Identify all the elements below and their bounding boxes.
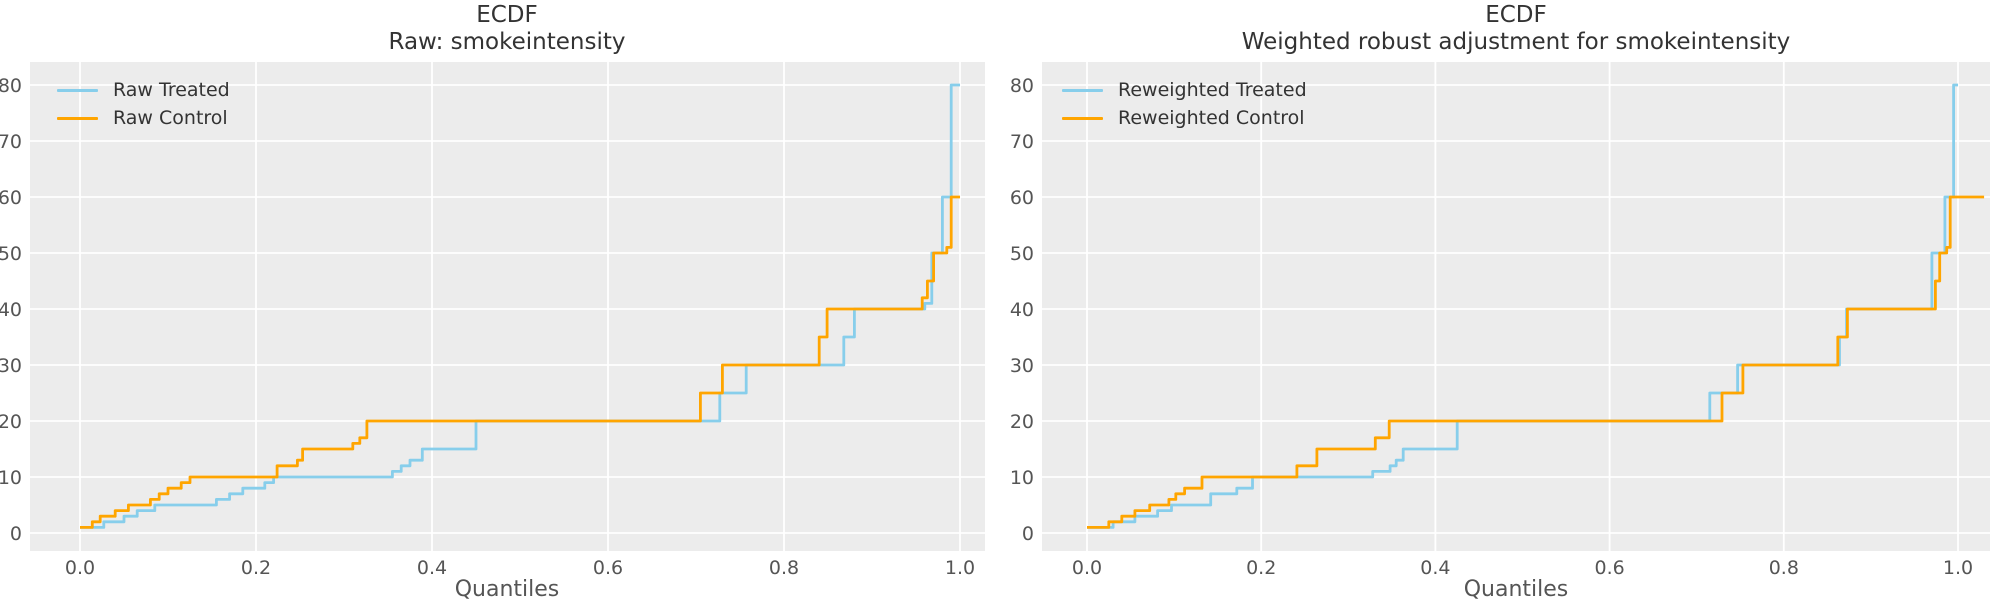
y-tick-label: 30 xyxy=(0,355,22,377)
panel-right: 0.0 0.2 0.4 0.6 0.8 1.0 0 10 20 30 40 50 60 70 80 xyxy=(1010,62,1990,579)
x-tick-label: 0.8 xyxy=(1769,557,1799,579)
x-axis-label-right: Quantiles xyxy=(1463,577,1569,602)
x-tick-label: 0.8 xyxy=(769,557,799,579)
x-tick-label: 0.4 xyxy=(1420,557,1450,579)
y-tick-label: 40 xyxy=(0,299,22,321)
legend-left: Raw Treated Raw Control xyxy=(57,76,230,132)
legend-label: Reweighted Control xyxy=(1118,107,1305,129)
chart-title-line2: Raw: smokeintensity xyxy=(388,29,626,55)
legend-line-swatch-treated xyxy=(1062,88,1103,92)
y-tick-label: 50 xyxy=(0,243,22,265)
panel-background xyxy=(1042,62,1990,551)
x-axis-label-left: Quantiles xyxy=(454,577,560,602)
panel-left: 0.0 0.2 0.4 0.6 0.8 1.0 0 10 20 30 40 50 60 70 80 xyxy=(0,62,985,579)
y-tick-label: 0 xyxy=(1022,523,1034,545)
legend-item-raw-treated: Raw Treated xyxy=(57,76,230,104)
legend-label: Raw Treated xyxy=(113,79,230,101)
y-tick-label: 80 xyxy=(0,75,22,97)
x-tick-label: 0.6 xyxy=(1594,557,1624,579)
chart-title-line1: ECDF xyxy=(1485,2,1547,28)
y-tick-label: 0 xyxy=(10,523,22,545)
legend-line-swatch-control xyxy=(57,116,98,120)
y-tick-label: 60 xyxy=(1010,187,1034,209)
legend-item-raw-control: Raw Control xyxy=(57,104,230,132)
chart-title-left: ECDF Raw: smokeintensity xyxy=(107,2,907,56)
legend-line-swatch-treated xyxy=(57,88,98,92)
series-line-raw-control xyxy=(80,195,960,529)
y-tick-label: 30 xyxy=(1010,355,1034,377)
x-tick-label: 0.2 xyxy=(241,557,271,579)
chart-title-line2: Weighted robust adjustment for smokeinte… xyxy=(1241,29,1791,55)
x-tick-label: 0.0 xyxy=(65,557,95,579)
legend-label: Reweighted Treated xyxy=(1118,79,1307,101)
y-tick-label: 40 xyxy=(1010,299,1034,321)
chart-title-line1: ECDF xyxy=(476,2,538,28)
x-tick-label: 1.0 xyxy=(945,557,975,579)
y-tick-label: 50 xyxy=(1010,243,1034,265)
legend-item-reweighted-control: Reweighted Control xyxy=(1062,104,1307,132)
y-tick-label: 20 xyxy=(0,411,22,433)
panel-background xyxy=(30,62,985,551)
y-tick-label: 60 xyxy=(0,187,22,209)
legend-right: Reweighted Treated Reweighted Control xyxy=(1062,76,1307,132)
y-tick-label: 70 xyxy=(0,131,22,153)
x-tick-label: 0.6 xyxy=(593,557,623,579)
legend-line-swatch-control xyxy=(1062,116,1103,120)
x-tick-label: 1.0 xyxy=(1943,557,1973,579)
x-tick-label: 0.4 xyxy=(417,557,447,579)
y-tick-label: 10 xyxy=(0,467,22,489)
legend-label: Raw Control xyxy=(113,107,228,129)
y-tick-label: 70 xyxy=(1010,131,1034,153)
x-tick-label: 0.2 xyxy=(1246,557,1276,579)
y-tick-label: 80 xyxy=(1010,75,1034,97)
series-line-raw-treated xyxy=(80,83,960,529)
y-tick-label: 10 xyxy=(1010,467,1034,489)
legend-item-reweighted-treated: Reweighted Treated xyxy=(1062,76,1307,104)
x-tick-label: 0.0 xyxy=(1072,557,1102,579)
chart-title-right: ECDF Weighted robust adjustment for smok… xyxy=(1116,2,1916,56)
y-tick-label: 20 xyxy=(1010,411,1034,433)
series-line-reweighted-control xyxy=(1087,195,1985,529)
